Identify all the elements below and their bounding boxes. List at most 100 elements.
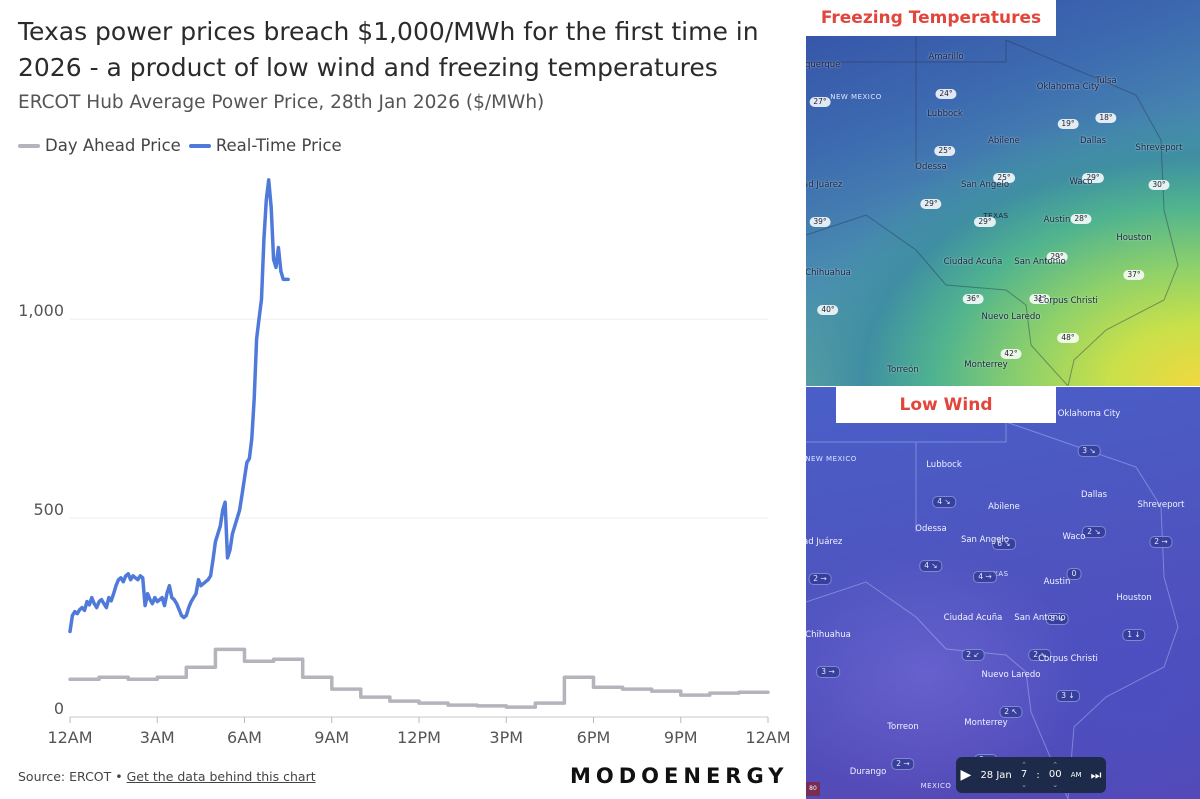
temp-city-marker[interactable]: Torreón43° [887, 365, 918, 386]
data-link[interactable]: Get the data behind this chart [126, 769, 316, 784]
time-player[interactable]: ▶ 28 Jan ⌃ 7 ⌄ : ⌃ 00 ⌄ AM ⏭ [956, 757, 1106, 793]
city-name: Abilene [988, 502, 1020, 512]
series-line-day-ahead [68, 647, 770, 709]
brand-logo: MODOENERGY [570, 764, 789, 788]
state-borders [806, 20, 1179, 386]
city-name: Nuevo Laredo [981, 670, 1041, 680]
player-date[interactable]: 28 Jan [980, 769, 1012, 781]
player-minute-control[interactable]: ⌃ 00 ⌄ [1049, 760, 1062, 790]
city-name: Houston [1116, 233, 1152, 243]
wind-city-marker[interactable]: Torreon 2 → [887, 722, 919, 770]
temp-city-marker[interactable]: Tulsa 18° [1095, 76, 1117, 124]
wind-city-marker[interactable]: Houston 1 ↓ [1116, 593, 1152, 641]
city-name: Torreon [887, 722, 919, 732]
player-minute: 00 [1048, 769, 1062, 780]
wind-city-marker[interactable]: Waco 0 [1063, 532, 1085, 580]
wind-city-marker[interactable]: San Angelo 4 → [961, 535, 1009, 583]
city-name: Austin [1043, 215, 1071, 225]
wind-speed-badge: 3 ↘ [1077, 445, 1101, 457]
zoom-level-badge: 80 [806, 782, 820, 796]
temp-city-marker[interactable]: San Angelo 29° [961, 180, 1009, 228]
city-name: Oklahoma City [1036, 82, 1100, 92]
temp-city-marker[interactable]: Amarillo 24° [928, 52, 964, 100]
play-icon[interactable]: ▶ [960, 767, 972, 783]
region-new-mexico: NEW MEXICO [830, 93, 882, 101]
temp-city-marker[interactable]: Corpus Christi 48° [1038, 296, 1098, 344]
legend-label-real-time: Real-Time Price [215, 136, 342, 155]
city-name: dad Juárez [806, 180, 843, 190]
temp-city-marker[interactable]: San Antonio 31° [1014, 257, 1066, 305]
source-label: Source: ERCOT • [18, 769, 123, 784]
temp-city-marker[interactable]: Dallas 29° [1080, 136, 1106, 184]
temperature-badge: 31° [1029, 294, 1051, 304]
city-name: uquerque [806, 60, 841, 70]
chevron-up-icon[interactable]: ⌃ [1021, 761, 1027, 769]
city-name: Shreveport [1135, 143, 1183, 153]
wind-city-marker[interactable]: Abilene 6 ↘ [988, 502, 1020, 550]
chevron-down-icon[interactable]: ⌄ [1052, 781, 1059, 789]
temperature-badge: 48° [1057, 333, 1079, 343]
temp-city-marker[interactable]: Monterrey39° [964, 360, 1007, 386]
y-axis-ticks: 0 500 1,000 [18, 301, 64, 718]
wind-city-marker[interactable]: Odessa 4 ↘ [915, 524, 947, 572]
wind-map-panel[interactable]: Low Wind NEW MEXICO TEXAS MEXICO Oklahom… [806, 387, 1200, 799]
price-line-chart: 0 500 1,000 12AM 3AM 6AM 9AM 12PM 3PM 6PM 9PM 12AM [18, 178, 791, 747]
city-name: Oklahoma City [1057, 409, 1121, 419]
wind-speed-badge: 2 → [891, 758, 915, 770]
wind-speed-badge: 3 → [816, 666, 840, 678]
wind-speed-badge: 3 ↘ [1045, 613, 1069, 625]
player-ampm: AM [1070, 771, 1082, 779]
x-axis-ticks: 12AM 3AM 6AM 9AM 12PM 3PM 6PM 9PM 12AM [47, 717, 791, 747]
wind-speed-badge: 2 ↙ [961, 649, 985, 661]
temp-city-marker[interactable]: Nuevo Laredo 42° [982, 312, 1041, 360]
city-name: Austin [1043, 577, 1071, 587]
chart-grid [70, 318, 768, 718]
wind-city-marker[interactable]: Austin 3 ↘ [1043, 577, 1071, 625]
wind-city-marker[interactable]: Lubbock 4 ↘ [926, 460, 962, 508]
temp-city-marker[interactable]: Odessa 29° [915, 162, 947, 210]
temp-city-marker[interactable]: uquerque 27° [806, 60, 840, 108]
source-note: Source: ERCOT • Get the data behind this… [18, 769, 316, 784]
player-hour-control[interactable]: ⌃ 7 ⌄ [1021, 760, 1027, 790]
wind-city-marker[interactable]: Chihuahua 3 → [806, 630, 851, 678]
city-name: Lubbock [926, 460, 962, 470]
temp-city-marker[interactable]: Shreveport 30° [1135, 143, 1183, 191]
wind-city-marker[interactable]: dad Juárez 2 → [806, 537, 842, 585]
wind-city-marker[interactable]: Oklahoma City 3 ↘ [1057, 409, 1121, 457]
wind-panel-title: Low Wind [836, 387, 1056, 423]
temperature-badge: 25° [993, 173, 1015, 183]
temperature-badge: 29° [1046, 252, 1068, 262]
wind-city-marker[interactable]: Durango2 ↗ [850, 767, 887, 799]
wind-city-marker[interactable]: Ciudad Acuña 2 ↙ [944, 613, 1002, 661]
chart-legend: Day Ahead Price Real-Time Price [18, 136, 350, 155]
temp-city-marker[interactable]: Houston 37° [1116, 233, 1152, 281]
chart-series [68, 178, 770, 709]
temperature-badge: 39° [809, 217, 831, 227]
legend-item-real-time[interactable]: Real-Time Price [188, 136, 342, 155]
temp-city-marker[interactable]: Austin 29° [1043, 215, 1071, 263]
wind-speed-badge: 4 → [973, 571, 997, 583]
city-name: Corpus Christi [1038, 296, 1098, 306]
temp-city-marker[interactable]: Ciudad Acuña 36° [944, 257, 1002, 305]
temperature-badge: 36° [962, 294, 984, 304]
legend-item-day-ahead[interactable]: Day Ahead Price [18, 136, 181, 155]
temperature-map-panel[interactable]: Freezing Temperatures NEW MEXICO TEXAS A… [806, 0, 1200, 386]
temp-city-marker[interactable]: Lubbock 25° [927, 109, 963, 157]
city-name: Amarillo [928, 52, 964, 62]
wind-city-marker[interactable]: Dallas 2 ↘ [1081, 490, 1107, 538]
chevron-up-icon[interactable]: ⌃ [1052, 761, 1059, 769]
temp-city-marker[interactable]: Waco 28° [1070, 177, 1092, 225]
temp-city-marker[interactable]: Abilene 25° [988, 136, 1020, 184]
wind-city-marker[interactable]: Shreveport 2 → [1137, 500, 1185, 548]
city-name: Houston [1116, 593, 1152, 603]
temp-city-marker[interactable]: Chihuahua 40° [806, 268, 851, 316]
skip-forward-icon[interactable]: ⏭ [1090, 767, 1102, 782]
temp-city-marker[interactable]: dad Juárez 39° [806, 180, 842, 228]
wind-city-marker[interactable]: Corpus Christi 3 ↓ [1038, 654, 1098, 702]
wind-city-marker[interactable]: San Antonio 2 ↘ [1014, 613, 1066, 661]
chevron-down-icon[interactable]: ⌄ [1021, 781, 1027, 789]
city-name: Odessa [915, 524, 947, 534]
player-hour: 7 [1020, 769, 1028, 780]
temp-city-marker[interactable]: Oklahoma City 19° [1036, 82, 1100, 130]
wind-city-marker[interactable]: Nuevo Laredo 2 ↖ [982, 670, 1041, 718]
